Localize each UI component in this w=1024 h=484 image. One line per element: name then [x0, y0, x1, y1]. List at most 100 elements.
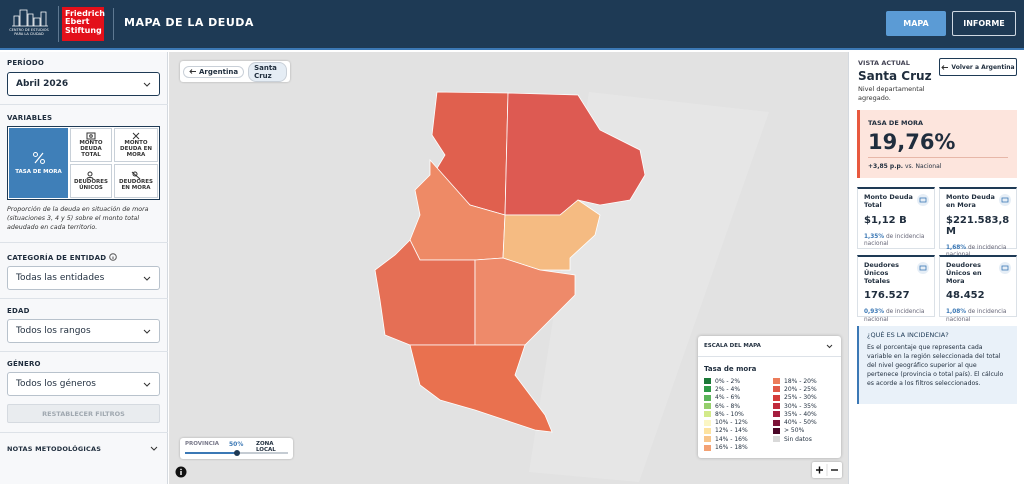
card-label: Monto Deuda Total [864, 193, 913, 209]
legend-item[interactable]: 0% - 2% [704, 377, 770, 385]
legend-swatch [773, 378, 780, 385]
share-text: de incidencia nacional [946, 309, 1007, 323]
variable-description: Proporción de la deuda en situación de m… [7, 206, 149, 231]
chevron [143, 329, 151, 334]
legend-item[interactable]: 8% - 10% [704, 410, 770, 418]
legend-label: 12% - 14% [715, 427, 748, 435]
divider [0, 432, 168, 433]
age-select[interactable]: Todos los rangos [7, 319, 160, 343]
legend-item[interactable]: 2% - 4% [704, 385, 770, 393]
legend-title: ESCALA DEL MAPA [704, 343, 761, 349]
level-text: Nivel departamental agregado. [858, 85, 925, 102]
department[interactable] [409, 344, 553, 433]
zoom-icons [816, 464, 838, 476]
zoom-in[interactable] [816, 466, 823, 474]
divider [868, 157, 1008, 158]
card-label: Deudores Únicos en Mora [946, 261, 982, 285]
legend-item[interactable]: 30% - 35% [773, 402, 839, 410]
breadcrumb-current: Santa Cruz [248, 61, 287, 82]
legend-swatch [773, 386, 780, 393]
divider [0, 298, 168, 299]
chevron [143, 276, 151, 281]
info-button[interactable] [175, 466, 187, 478]
tab-report[interactable]: INFORME [952, 11, 1016, 36]
legend-item[interactable]: 6% - 8% [704, 402, 770, 410]
percent-icon [32, 151, 45, 164]
card-label: Deudores Únicos Totales [864, 261, 900, 285]
legend-item[interactable]: > 50% [773, 427, 839, 435]
legend-swatch [704, 444, 711, 451]
notes-toggle[interactable]: NOTAS METODOLÓGICAS [7, 445, 102, 453]
legend-swatch [704, 427, 711, 434]
legend-label: 4% - 6% [715, 394, 741, 402]
icon [132, 132, 140, 139]
legend-item[interactable]: 4% - 6% [704, 394, 770, 402]
legend-swatch [704, 419, 711, 426]
back-button[interactable]: Volver a Argentina [939, 58, 1017, 76]
share-text: de incidencia nacional [864, 233, 925, 248]
legend-item[interactable]: 40% - 50% [773, 418, 839, 426]
view-label: VISTA ACTUAL [858, 59, 910, 67]
metric-card: Monto Deuda Total $1,12 B 1,35% de inciden… [857, 187, 935, 249]
arrow-left [189, 69, 196, 74]
share-value: 0,93% [864, 309, 885, 316]
variable-tile-active[interactable]: TASA DE MORA [9, 128, 68, 198]
card-value: 176.527 [864, 290, 910, 302]
scale-slider[interactable]: PROVINCIA 50% ZONA LOCAL [180, 438, 293, 459]
legend-label: 18% - 20% [784, 377, 817, 385]
legend-item[interactable]: 14% - 16% [704, 435, 770, 443]
breadcrumb-link[interactable]: Argentina [183, 65, 245, 78]
chevron [150, 446, 158, 451]
variable-name: MONTO DEUDA EN MORA [120, 139, 152, 159]
variable-tile[interactable]: MONTO DEUDA TOTAL [70, 128, 112, 162]
detail-panel: VISTA ACTUAL Santa Cruz Nivel departamen… [848, 52, 1024, 484]
card-value: $221.583,8 M [946, 214, 1010, 237]
card-share: 1,35% de incidencia nacional [864, 234, 928, 249]
info-icon[interactable] [109, 253, 117, 261]
reset-button[interactable]: RESTABLECER FILTROS [7, 404, 160, 423]
variable-tile[interactable]: DEUDORES EN MORA [114, 164, 158, 198]
label-text: CATEGORÍA DE ENTIDAD [7, 254, 107, 262]
legend-item[interactable]: 10% - 12% [704, 418, 770, 426]
main-metric-card: TASA DE MORA 19,76% +3,85 p.p. vs. Nacio… [857, 110, 1017, 178]
info-text: Es el porcentaje que representa cada var… [867, 344, 1004, 387]
legend-toggle[interactable] [826, 344, 833, 349]
legend-item[interactable]: 16% - 18% [704, 443, 770, 451]
chevron [143, 382, 151, 387]
legend-item[interactable]: Sin datos [773, 435, 839, 443]
breadcrumb: Argentina Santa Cruz [180, 61, 290, 82]
legend-label: 16% - 18% [715, 444, 748, 452]
variable-tile[interactable]: DEUDORES ÚNICOS [70, 164, 112, 198]
legend-item[interactable]: 18% - 20% [773, 377, 839, 385]
card-value: 48.452 [946, 290, 985, 302]
legend-item[interactable]: 20% - 25% [773, 385, 839, 393]
gender-select[interactable]: Todos los géneros [7, 372, 160, 396]
period-label: PERÍODO [7, 59, 45, 67]
slider-handle[interactable] [234, 450, 240, 456]
legend-item[interactable]: 25% - 30% [773, 394, 839, 402]
entity-select[interactable]: Todas las entidades [7, 266, 160, 290]
variable-name: DEUDORES ÚNICOS [74, 178, 108, 191]
legend-item[interactable]: 12% - 14% [704, 427, 770, 435]
legend-swatch [773, 411, 780, 418]
metric-card: Monto Deuda en Mora $221.583,8 M 1,68% de … [939, 187, 1017, 258]
card-share: 0,93% de incidencia nacional [864, 309, 928, 324]
department[interactable] [374, 239, 476, 346]
legend-swatch [773, 419, 780, 426]
variable-tile[interactable]: MONTO DEUDA EN MORA [114, 128, 158, 162]
legend-swatch [773, 427, 780, 434]
legend-item[interactable]: 35% - 40% [773, 410, 839, 418]
delta-value: +3,85 p.p. [868, 163, 904, 170]
period-select[interactable]: Abril 2026 [7, 72, 160, 96]
variable-name: DEUDORES EN MORA [119, 178, 153, 191]
info-box: ¿QUÉ ES LA INCIDENCIA? Es el porcentaje … [857, 326, 1017, 404]
share-value: 1,35% [864, 233, 885, 240]
legend-label: 0% - 2% [715, 377, 741, 385]
tab-map[interactable]: MAPA [886, 11, 946, 36]
share-text: de incidencia nacional [864, 309, 925, 323]
legend-swatch [704, 403, 711, 410]
legend-swatch [773, 394, 780, 401]
main-metric-label: TASA DE MORA [868, 119, 924, 127]
card-share: 1,08% de incidencia nacional [946, 309, 1010, 324]
card-label: Monto Deuda en Mora [946, 193, 995, 209]
